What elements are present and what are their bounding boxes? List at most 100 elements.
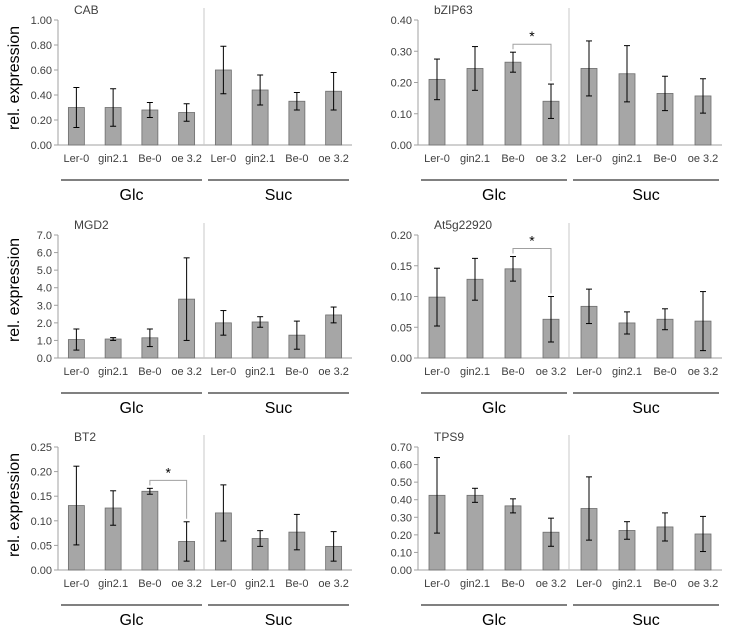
x-category-label: oe 3.2 xyxy=(318,578,349,590)
y-tick-label: 7.0 xyxy=(37,230,52,242)
x-category-label: oe 3.2 xyxy=(318,153,349,165)
x-category-label: Be-0 xyxy=(501,153,524,165)
x-category-label: gin2.1 xyxy=(460,366,490,378)
y-tick-label: 0.05 xyxy=(391,322,412,334)
y-tick-label: 0.0 xyxy=(37,353,52,365)
y-axis-label-row1: rel. expression xyxy=(6,26,23,130)
y-tick-label: 0.20 xyxy=(391,78,412,90)
y-tick-label: 0.40 xyxy=(391,495,412,507)
y-tick-label: 0.25 xyxy=(31,442,52,454)
y-tick-label: 2.0 xyxy=(37,318,52,330)
panel-at5g22920: At5g22920 0.00 0.05 0.10 0.15 0.20 Ler-0 gin2.1… xyxy=(391,218,722,417)
panel-bt2: BT2 0.00 0.05 0.10 0.15 0.20 0.25 Ler-0 gin2.1 Be… xyxy=(31,430,352,625)
significance-bracket xyxy=(149,479,188,519)
y-tick-label: 0.20 xyxy=(391,230,412,242)
group-label-glc: Glc xyxy=(482,400,506,417)
y-tick-label: 0.60 xyxy=(391,460,412,472)
x-category-label: Ler-0 xyxy=(64,153,90,165)
y-tick-label: 5.0 xyxy=(37,265,52,277)
x-category-label: Be-0 xyxy=(653,578,676,590)
x-category-label: Be-0 xyxy=(138,153,161,165)
x-category-label: Be-0 xyxy=(138,366,161,378)
y-tick-label: 0.20 xyxy=(31,467,52,479)
bar-be0 xyxy=(141,490,159,571)
bar-gin21 xyxy=(104,338,122,359)
x-category-label: oe 3.2 xyxy=(318,366,349,378)
x-category-label: Be-0 xyxy=(285,153,308,165)
group-label-glc: Glc xyxy=(120,187,144,204)
significance-star: * xyxy=(529,233,535,249)
y-tick-label: 0.60 xyxy=(31,65,52,77)
panel-title: CAB xyxy=(74,3,99,17)
group-label-suc: Suc xyxy=(265,187,293,204)
panel-title: At5g22920 xyxy=(434,218,492,232)
x-category-label: Ler-0 xyxy=(211,153,237,165)
x-category-label: Ler-0 xyxy=(576,366,602,378)
bar-be0 xyxy=(504,505,522,571)
y-tick-label: 0.00 xyxy=(391,565,412,577)
x-category-label: gin2.1 xyxy=(612,366,642,378)
bar-be0 xyxy=(504,61,522,146)
x-category-label: Be-0 xyxy=(138,578,161,590)
significance-star: * xyxy=(529,28,535,44)
y-axis-label-row2: rel. expression xyxy=(6,238,23,342)
y-tick-label: 0.10 xyxy=(31,516,52,528)
x-category-label: oe 3.2 xyxy=(688,578,719,590)
significance-bracket xyxy=(512,248,552,294)
y-tick-label: 0.00 xyxy=(391,353,412,365)
panel-title: BT2 xyxy=(74,430,96,444)
group-label-suc: Suc xyxy=(632,187,660,204)
x-category-label: gin2.1 xyxy=(460,578,490,590)
x-category-label: Ler-0 xyxy=(64,366,90,378)
significance-bracket xyxy=(512,43,552,82)
y-axis-label-row3: rel. expression xyxy=(6,453,23,557)
panel-bzip63: bZIP63 0.00 0.10 0.20 0.30 0.40 Ler-0 gin2.1 Be-… xyxy=(391,3,722,204)
y-tick-label: 0.00 xyxy=(391,140,412,152)
y-tick-label: 0.80 xyxy=(31,40,52,52)
y-tick-label: 0.00 xyxy=(31,565,52,577)
x-category-label: Ler-0 xyxy=(211,578,237,590)
x-category-label: Be-0 xyxy=(653,366,676,378)
y-tick-label: 0.10 xyxy=(391,547,412,559)
panel-mgd2: MGD2 0.0 1.0 2.0 3.0 4.0 5.0 6.0 7.0 Ler-0 gin2.1 B… xyxy=(37,218,352,417)
x-category-label: oe 3.2 xyxy=(688,366,719,378)
x-category-label: oe 3.2 xyxy=(171,153,202,165)
y-tick-label: 0.10 xyxy=(391,292,412,304)
group-label-suc: Suc xyxy=(265,400,293,417)
group-label-glc: Glc xyxy=(120,400,144,417)
x-category-label: Be-0 xyxy=(501,366,524,378)
x-category-label: Ler-0 xyxy=(576,153,602,165)
x-category-label: Be-0 xyxy=(285,366,308,378)
x-category-label: oe 3.2 xyxy=(171,578,202,590)
group-label-suc: Suc xyxy=(632,612,660,625)
y-tick-label: 0.05 xyxy=(31,540,52,552)
y-tick-label: 6.0 xyxy=(37,248,52,260)
x-category-label: Ler-0 xyxy=(424,153,450,165)
x-category-label: Ler-0 xyxy=(576,578,602,590)
x-category-label: gin2.1 xyxy=(460,153,490,165)
x-category-label: gin2.1 xyxy=(98,578,128,590)
x-category-label: Be-0 xyxy=(501,578,524,590)
significance-star: * xyxy=(166,464,172,480)
x-category-label: Ler-0 xyxy=(424,578,450,590)
y-tick-label: 0.50 xyxy=(391,477,412,489)
group-label-glc: Glc xyxy=(482,187,506,204)
y-tick-label: 0.30 xyxy=(391,512,412,524)
y-tick-label: 0.20 xyxy=(31,115,52,127)
x-category-label: oe 3.2 xyxy=(536,153,567,165)
x-category-label: Ler-0 xyxy=(424,366,450,378)
panel-title: MGD2 xyxy=(74,218,109,232)
x-category-label: gin2.1 xyxy=(98,366,128,378)
x-category-label: oe 3.2 xyxy=(171,366,202,378)
x-category-label: oe 3.2 xyxy=(536,578,567,590)
y-tick-label: 1.0 xyxy=(37,335,52,347)
x-category-label: gin2.1 xyxy=(245,153,275,165)
y-tick-label: 0.15 xyxy=(31,491,52,503)
x-category-label: gin2.1 xyxy=(98,153,128,165)
y-tick-label: 4.0 xyxy=(37,283,52,295)
y-tick-label: 3.0 xyxy=(37,300,52,312)
y-tick-label: 0.20 xyxy=(391,530,412,542)
y-tick-label: 0.40 xyxy=(31,90,52,102)
x-category-label: gin2.1 xyxy=(245,578,275,590)
